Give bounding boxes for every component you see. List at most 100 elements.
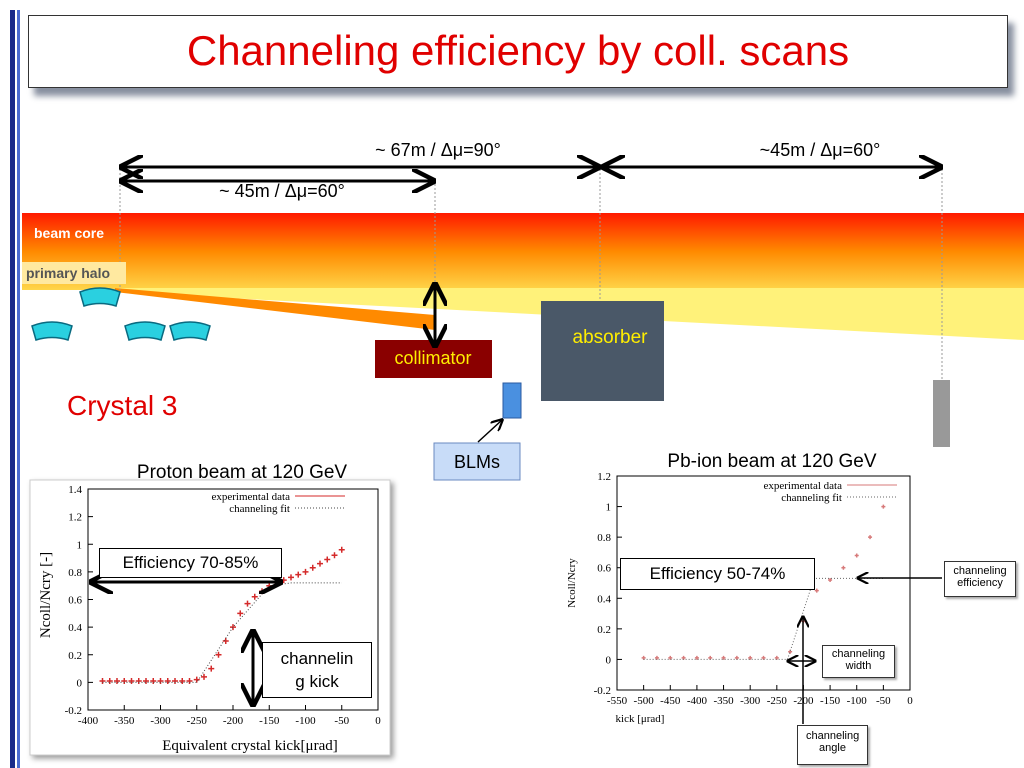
y-tick-label: 0 bbox=[77, 677, 83, 689]
x-tick-label: -150 bbox=[820, 695, 841, 707]
data-point bbox=[244, 600, 251, 607]
data-point bbox=[164, 677, 171, 684]
distance-label: ~ 67m / Δμ=90° bbox=[375, 140, 501, 160]
x-tick-label: -350 bbox=[713, 695, 734, 707]
data-point bbox=[208, 665, 215, 672]
halo-edge bbox=[115, 288, 435, 330]
y-tick-label: 1 bbox=[77, 539, 83, 551]
data-point bbox=[201, 673, 207, 680]
x-tick-label: -100 bbox=[295, 715, 316, 727]
data-point bbox=[721, 655, 726, 660]
data-point bbox=[295, 571, 302, 578]
data-point bbox=[251, 593, 258, 600]
y-tick-label: 0.8 bbox=[597, 532, 611, 544]
data-point bbox=[748, 655, 753, 660]
blms-box bbox=[433, 442, 521, 481]
data-point bbox=[215, 651, 222, 658]
data-point bbox=[172, 677, 178, 684]
plot-frame bbox=[616, 475, 911, 691]
annotation: channeling efficiency bbox=[944, 561, 1016, 597]
data-point bbox=[654, 655, 659, 660]
data-point bbox=[230, 624, 236, 631]
x-tick-label: -400 bbox=[687, 695, 708, 707]
data-point bbox=[868, 535, 873, 540]
chart-panel bbox=[29, 479, 391, 756]
data-point bbox=[668, 655, 673, 660]
distance-label: ~45m / Δμ=60° bbox=[760, 140, 881, 160]
x-axis-label: Equivalent crystal kick[μrad] bbox=[162, 738, 337, 754]
x-tick-label: -50 bbox=[334, 715, 349, 727]
data-point bbox=[841, 565, 846, 570]
data-point bbox=[302, 568, 309, 575]
y-tick-label: 0.2 bbox=[68, 650, 82, 662]
y-tick-label: 0.8 bbox=[68, 567, 82, 579]
distance-arrows bbox=[122, 167, 940, 181]
x-tick-label: 0 bbox=[375, 715, 381, 727]
data-point bbox=[157, 677, 164, 684]
y-tick-label: 0 bbox=[606, 654, 612, 666]
data-point bbox=[222, 637, 229, 644]
x-tick-label: -450 bbox=[660, 695, 681, 707]
y-tick-label: 0.4 bbox=[68, 622, 82, 634]
data-point bbox=[309, 564, 316, 571]
x-tick-label: -50 bbox=[876, 695, 891, 707]
x-axis-label: kick [μrad] bbox=[616, 713, 665, 725]
data-point bbox=[179, 677, 186, 684]
x-tick-label: -250 bbox=[187, 715, 208, 727]
halo-label-bg bbox=[22, 262, 126, 284]
data-point bbox=[237, 610, 244, 617]
data-point bbox=[338, 546, 345, 553]
crystal-label: Crystal 3 bbox=[67, 390, 177, 421]
data-point bbox=[828, 577, 833, 582]
data-point bbox=[114, 677, 120, 684]
legend-label: channeling fit bbox=[229, 503, 290, 515]
x-tick-label: -500 bbox=[634, 695, 655, 707]
annotation: Efficiency 70-85% bbox=[99, 548, 282, 578]
data-point bbox=[761, 655, 766, 660]
x-tick-label: -400 bbox=[78, 715, 99, 727]
side-bar bbox=[10, 10, 15, 768]
y-tick-label: 1.4 bbox=[68, 484, 82, 496]
crystals bbox=[31, 287, 211, 341]
y-tick-label: 1.2 bbox=[68, 512, 82, 524]
x-tick-label: -200 bbox=[223, 715, 244, 727]
data-point bbox=[128, 677, 135, 684]
x-tick-label: -150 bbox=[259, 715, 280, 727]
blm bbox=[502, 382, 522, 419]
legend-label: experimental data bbox=[212, 491, 291, 503]
beam-core-label: beam core bbox=[34, 225, 104, 241]
data-point bbox=[186, 677, 193, 684]
data-point bbox=[814, 588, 819, 593]
collimator-label: collimator bbox=[394, 348, 471, 368]
x-tick-label: -550 bbox=[607, 695, 628, 707]
data-point bbox=[143, 677, 149, 684]
y-tick-label: -0.2 bbox=[594, 685, 611, 697]
annotation: channeling angle bbox=[797, 725, 868, 765]
blms-arrow bbox=[477, 420, 502, 443]
y-tick-label: 0.4 bbox=[597, 593, 611, 605]
data-point bbox=[121, 677, 128, 684]
blms-label: BLMs bbox=[454, 452, 500, 472]
data-point bbox=[331, 552, 338, 559]
legend-label: experimental data bbox=[764, 480, 843, 492]
data-point bbox=[150, 677, 157, 684]
absorber-label: absorber bbox=[573, 327, 649, 348]
x-tick-label: -100 bbox=[847, 695, 868, 707]
data-point bbox=[135, 677, 142, 684]
chart-title: Pb-ion beam at 120 GeV bbox=[667, 451, 876, 472]
annotation: channeling width bbox=[822, 645, 895, 678]
x-tick-label: 0 bbox=[907, 695, 913, 707]
x-tick-label: -350 bbox=[114, 715, 135, 727]
blm-far bbox=[933, 380, 950, 447]
side-bar bbox=[17, 10, 20, 768]
y-tick-label: 0.2 bbox=[597, 624, 611, 636]
fit-line bbox=[102, 582, 342, 683]
annotation: channeling kick bbox=[262, 642, 372, 698]
annotation: Efficiency 50-74% bbox=[620, 558, 815, 590]
data-point bbox=[288, 574, 294, 581]
y-tick-label: 1.2 bbox=[597, 471, 611, 483]
data-point bbox=[193, 676, 200, 683]
absorber bbox=[541, 301, 664, 401]
